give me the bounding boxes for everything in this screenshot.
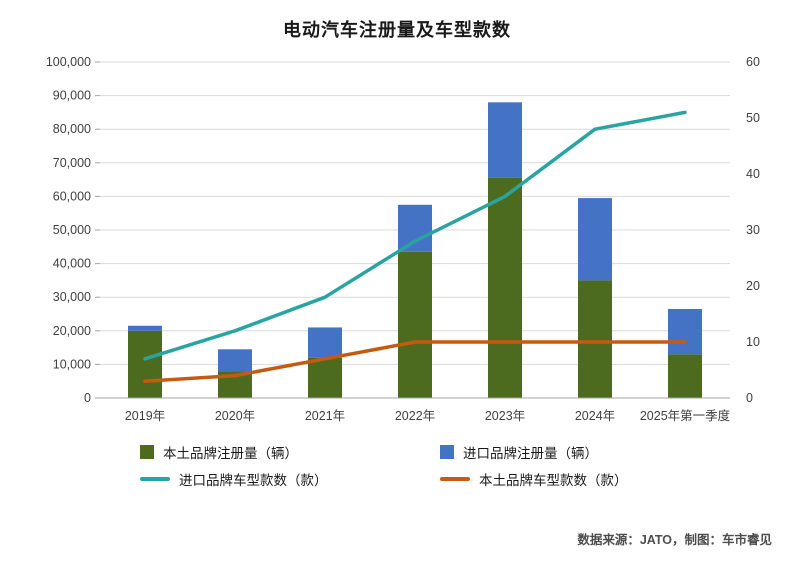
svg-text:0: 0 (746, 391, 753, 405)
legend-item-local-registrations: 本土品牌注册量（辆） (140, 442, 440, 462)
svg-text:2019年: 2019年 (125, 409, 165, 423)
legend-item-import-models: 进口品牌车型款数（款） (140, 469, 440, 489)
svg-text:2021年: 2021年 (305, 409, 345, 423)
svg-text:0: 0 (84, 391, 91, 405)
legend-line-local-models (440, 477, 470, 481)
svg-text:20: 20 (746, 279, 760, 293)
legend-label-import-models: 进口品牌车型款数（款） (179, 473, 328, 488)
svg-text:2022年: 2022年 (395, 409, 435, 423)
svg-text:80,000: 80,000 (53, 122, 91, 136)
svg-text:90,000: 90,000 (53, 89, 91, 103)
svg-text:20,000: 20,000 (53, 324, 91, 338)
svg-text:2025年第一季度: 2025年第一季度 (640, 408, 731, 423)
svg-text:50,000: 50,000 (53, 223, 91, 237)
legend-label-local-models: 本土品牌车型款数（款） (479, 473, 628, 488)
legend-line-import-models (140, 477, 170, 481)
legend-label-local-registrations: 本土品牌注册量（辆） (163, 446, 298, 461)
chart-title: 电动汽车注册量及车型款数 (283, 20, 511, 40)
legend-item-import-registrations: 进口品牌注册量（辆） (440, 442, 740, 462)
svg-text:30: 30 (746, 223, 760, 237)
svg-text:2024年: 2024年 (575, 409, 615, 423)
legend-swatch-import-registrations (440, 445, 454, 459)
svg-text:60,000: 60,000 (53, 189, 91, 203)
svg-text:30,000: 30,000 (53, 290, 91, 304)
svg-text:2023年: 2023年 (485, 409, 525, 423)
legend-label-import-registrations: 进口品牌注册量（辆） (463, 446, 598, 461)
svg-text:70,000: 70,000 (53, 156, 91, 170)
svg-text:2020年: 2020年 (215, 409, 255, 423)
source-note: 数据来源：JATO，制图：车市睿见 (577, 533, 772, 547)
svg-text:40,000: 40,000 (53, 257, 91, 271)
svg-text:10,000: 10,000 (53, 357, 91, 371)
svg-text:50: 50 (746, 111, 760, 125)
legend: 本土品牌注册量（辆） 进口品牌注册量（辆） 进口品牌车型款数（款） 本土品牌车型… (0, 442, 794, 489)
svg-text:10: 10 (746, 335, 760, 349)
svg-text:40: 40 (746, 167, 760, 181)
svg-text:100,000: 100,000 (46, 55, 91, 69)
combo-chart: 0 10,000 20,000 30,000 40,000 50,000 60,000 70,… (46, 55, 760, 423)
legend-item-local-models: 本土品牌车型款数（款） (440, 469, 740, 489)
svg-text:60: 60 (746, 55, 760, 69)
legend-swatch-local-registrations (140, 445, 154, 459)
